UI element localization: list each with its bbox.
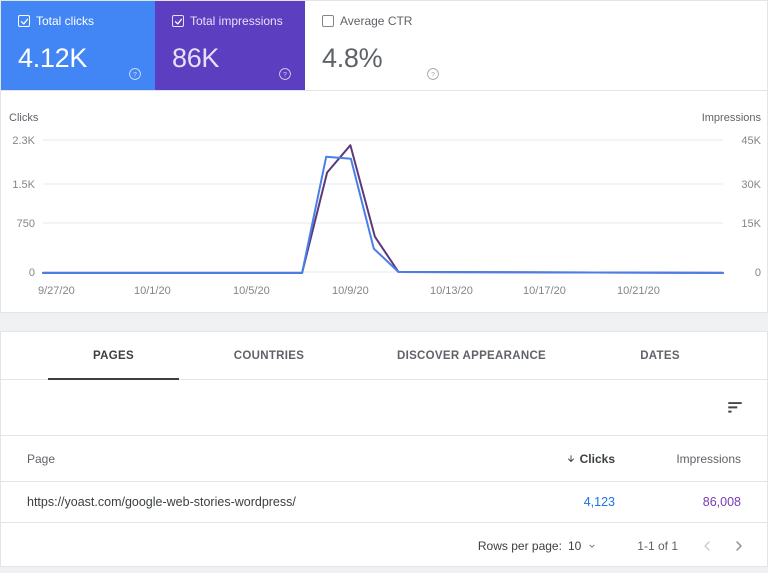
svg-text:10/9/20: 10/9/20 xyxy=(332,285,369,297)
svg-text:10/13/20: 10/13/20 xyxy=(430,285,473,297)
svg-text:?: ? xyxy=(133,72,137,79)
svg-text:?: ? xyxy=(431,72,435,79)
svg-text:15K: 15K xyxy=(741,218,761,230)
svg-text:Clicks: Clicks xyxy=(9,112,39,124)
svg-text:0: 0 xyxy=(755,267,761,279)
svg-text:0: 0 xyxy=(29,267,35,279)
svg-text:10/1/20: 10/1/20 xyxy=(134,285,171,297)
svg-text:?: ? xyxy=(283,72,287,79)
svg-text:9/27/20: 9/27/20 xyxy=(38,285,75,297)
svg-text:10/5/20: 10/5/20 xyxy=(233,285,270,297)
svg-text:10/21/20: 10/21/20 xyxy=(617,285,660,297)
svg-text:2.3K: 2.3K xyxy=(12,135,35,147)
svg-text:Impressions: Impressions xyxy=(702,112,762,124)
svg-text:10/17/20: 10/17/20 xyxy=(523,285,566,297)
svg-text:1.5K: 1.5K xyxy=(12,179,35,191)
svg-text:45K: 45K xyxy=(741,135,761,147)
svg-text:30K: 30K xyxy=(741,179,761,191)
svg-text:750: 750 xyxy=(17,218,35,230)
